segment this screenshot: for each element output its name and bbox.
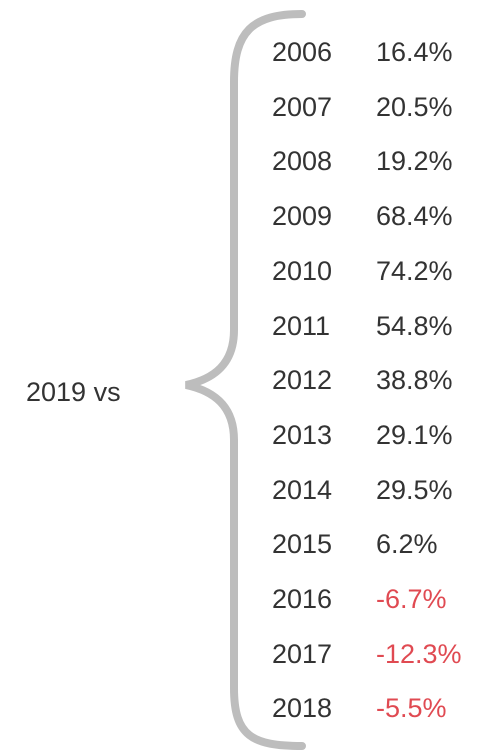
change: 38.8%: [376, 365, 453, 396]
comparison-label: 2019 vs: [26, 377, 121, 407]
change: 68.4%: [376, 201, 453, 232]
year: 2006: [272, 37, 333, 67]
change: 74.2%: [376, 255, 453, 286]
year: 2009: [272, 201, 333, 232]
change: 29.1%: [376, 419, 453, 450]
year: 2015: [272, 529, 333, 560]
change: 29.5%: [376, 474, 453, 505]
change: 20.5%: [376, 91, 453, 122]
year: 2018: [272, 693, 333, 724]
year: 2007: [272, 91, 333, 122]
year: 2016: [272, 584, 333, 614]
year: 2011: [272, 310, 331, 341]
year: 2010: [272, 255, 333, 286]
change: 54.8%: [376, 310, 453, 341]
change: 6.2%: [376, 529, 438, 560]
change: -6.7%: [376, 584, 447, 614]
year: 2008: [272, 146, 333, 177]
year: 2013: [272, 419, 333, 450]
change: -12.3%: [376, 638, 462, 669]
year: 2017: [272, 638, 333, 669]
change: 16.4%: [376, 37, 453, 67]
curly-brace: [185, 10, 306, 750]
year: 2014: [272, 474, 333, 505]
change: -5.5%: [376, 693, 447, 724]
year: 2012: [272, 365, 333, 396]
change: 19.2%: [376, 146, 453, 177]
